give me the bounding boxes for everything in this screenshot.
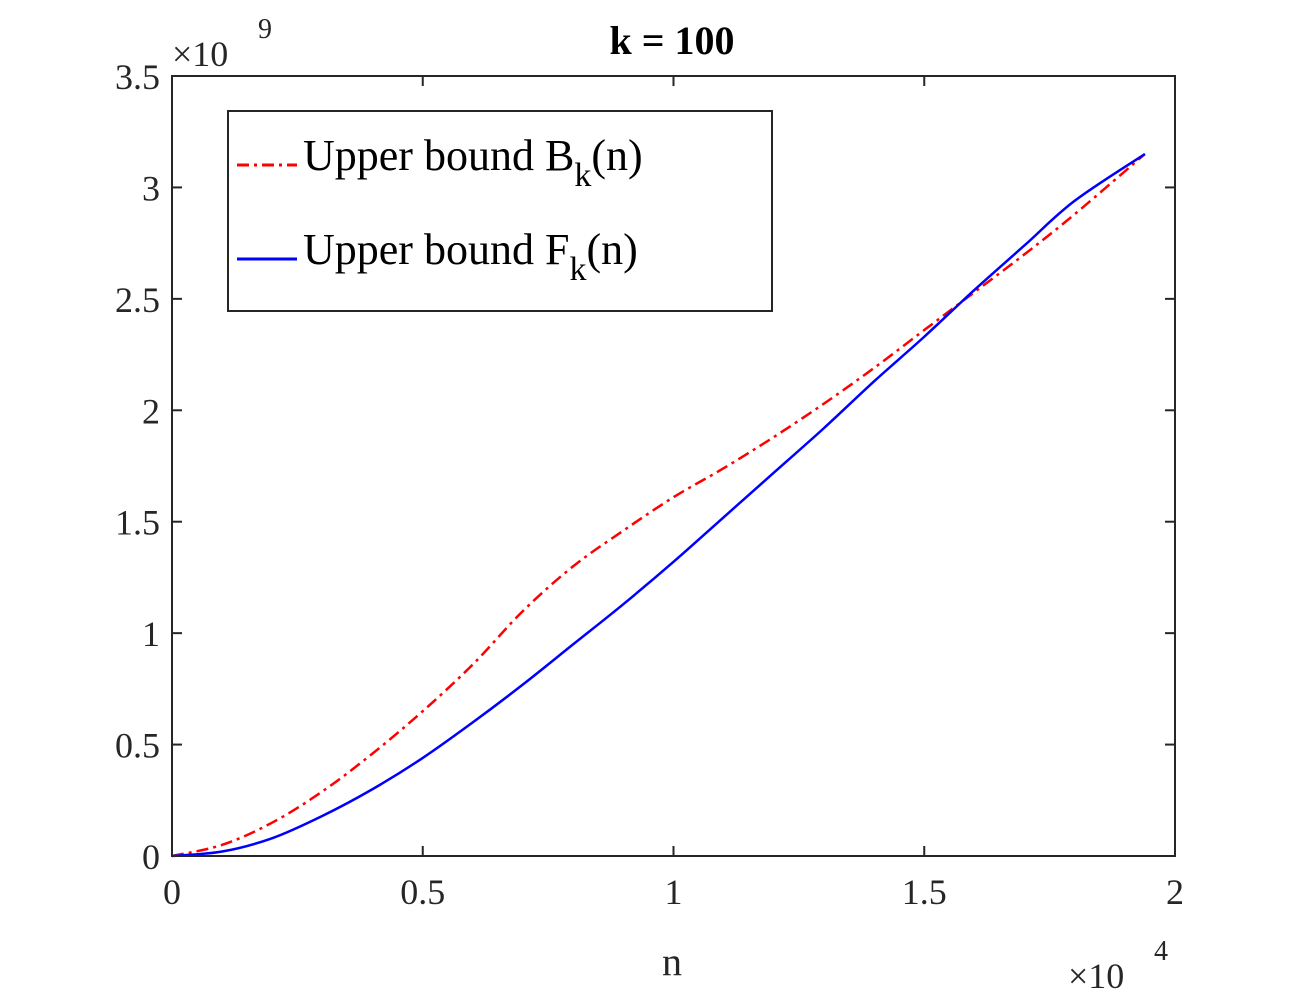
legend-entry-name: Upper bound B bbox=[303, 131, 574, 180]
y-tick-label: 2 bbox=[142, 391, 160, 431]
series-line-upper-bound-b bbox=[171, 153, 1146, 858]
x-multiplier-base: ×10 bbox=[1068, 956, 1124, 996]
chart-title: k = 100 bbox=[609, 18, 734, 63]
x-tick-label: 1 bbox=[665, 872, 683, 912]
y-multiplier-base: ×10 bbox=[172, 34, 228, 74]
y-tick-label: 1.5 bbox=[115, 503, 160, 543]
x-tick-label: 1.5 bbox=[902, 872, 947, 912]
x-tick-label: 0 bbox=[163, 872, 181, 912]
legend-entry-suffix: (n) bbox=[591, 131, 642, 180]
y-tick-label: 0.5 bbox=[115, 726, 160, 766]
y-axis-multiplier: ×10 9 bbox=[172, 14, 272, 74]
x-multiplier-exponent: 4 bbox=[1154, 936, 1168, 967]
legend-entry-subscript: k bbox=[569, 251, 586, 288]
plot-frame bbox=[171, 75, 1176, 857]
ticks-layer: 0 0.5 1 1.5 2 0 0.5 1 1.5 2 2.5 3 3.5 bbox=[115, 57, 1184, 912]
y-tick-label: 3.5 bbox=[115, 57, 160, 97]
series-layer bbox=[171, 152, 1146, 858]
legend-entry-upper-bound-b: Upper bound Bk(n) bbox=[303, 131, 643, 194]
y-multiplier-exponent: 9 bbox=[258, 14, 272, 45]
x-tick-label: 0.5 bbox=[400, 872, 445, 912]
legend: Upper bound Bk(n) Upper bound Fk(n) bbox=[227, 110, 773, 312]
x-axis-label: n bbox=[662, 939, 682, 984]
legend-entry-subscript: k bbox=[574, 157, 591, 194]
y-tick-label: 1 bbox=[142, 614, 160, 654]
y-tick-label: 3 bbox=[142, 168, 160, 208]
x-tick-label: 2 bbox=[1166, 872, 1184, 912]
legend-entry-name: Upper bound F bbox=[303, 225, 569, 274]
legend-entry-upper-bound-f: Upper bound Fk(n) bbox=[303, 225, 638, 288]
series-line-upper-bound-f bbox=[171, 152, 1146, 858]
legend-box bbox=[227, 110, 773, 312]
legend-entry-suffix: (n) bbox=[586, 225, 637, 274]
y-tick-label: 0 bbox=[142, 837, 160, 877]
x-axis-multiplier: ×10 4 bbox=[1068, 936, 1168, 996]
y-tick-label: 2.5 bbox=[115, 280, 160, 320]
